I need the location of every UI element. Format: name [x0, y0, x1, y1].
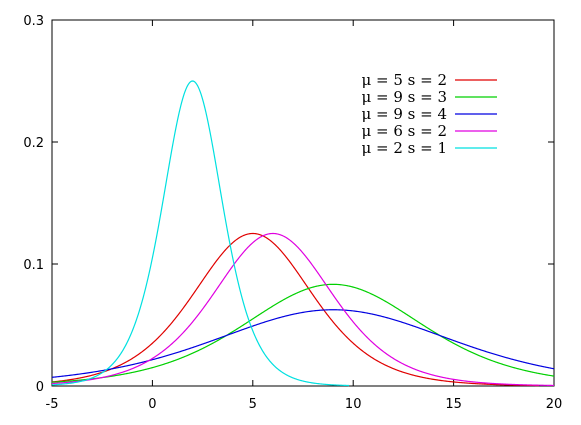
y-tick-label: 0.2 [23, 136, 44, 151]
series-line-0 [51, 232, 539, 387]
legend-label-4: μ = 2 s = 1 [361, 139, 447, 157]
x-tick-label: 20 [546, 397, 563, 412]
plot-frame [51, 19, 555, 387]
y-tick-label: 0 [36, 380, 44, 395]
series-line-4 [51, 80, 350, 387]
curves [51, 80, 555, 387]
legend-label-0: μ = 5 s = 2 [361, 71, 447, 89]
legend-label-3: μ = 6 s = 2 [361, 122, 447, 140]
series-line-2 [51, 309, 555, 378]
x-tick-label: 5 [249, 397, 257, 412]
y-tick-label: 0.3 [23, 14, 44, 29]
legend-label-1: μ = 9 s = 3 [361, 88, 447, 106]
legend-label-2: μ = 9 s = 4 [361, 105, 447, 123]
series-line-1 [51, 283, 555, 383]
x-tick-label: 0 [148, 397, 156, 412]
series-line-3 [51, 232, 555, 387]
x-tick-label: -5 [46, 397, 59, 412]
x-tick-label: 15 [445, 397, 462, 412]
y-tick-label: 0.1 [23, 258, 44, 273]
x-tick-label: 10 [345, 397, 362, 412]
legend: μ = 5 s = 2μ = 9 s = 3μ = 9 s = 4μ = 6 s… [361, 71, 497, 157]
